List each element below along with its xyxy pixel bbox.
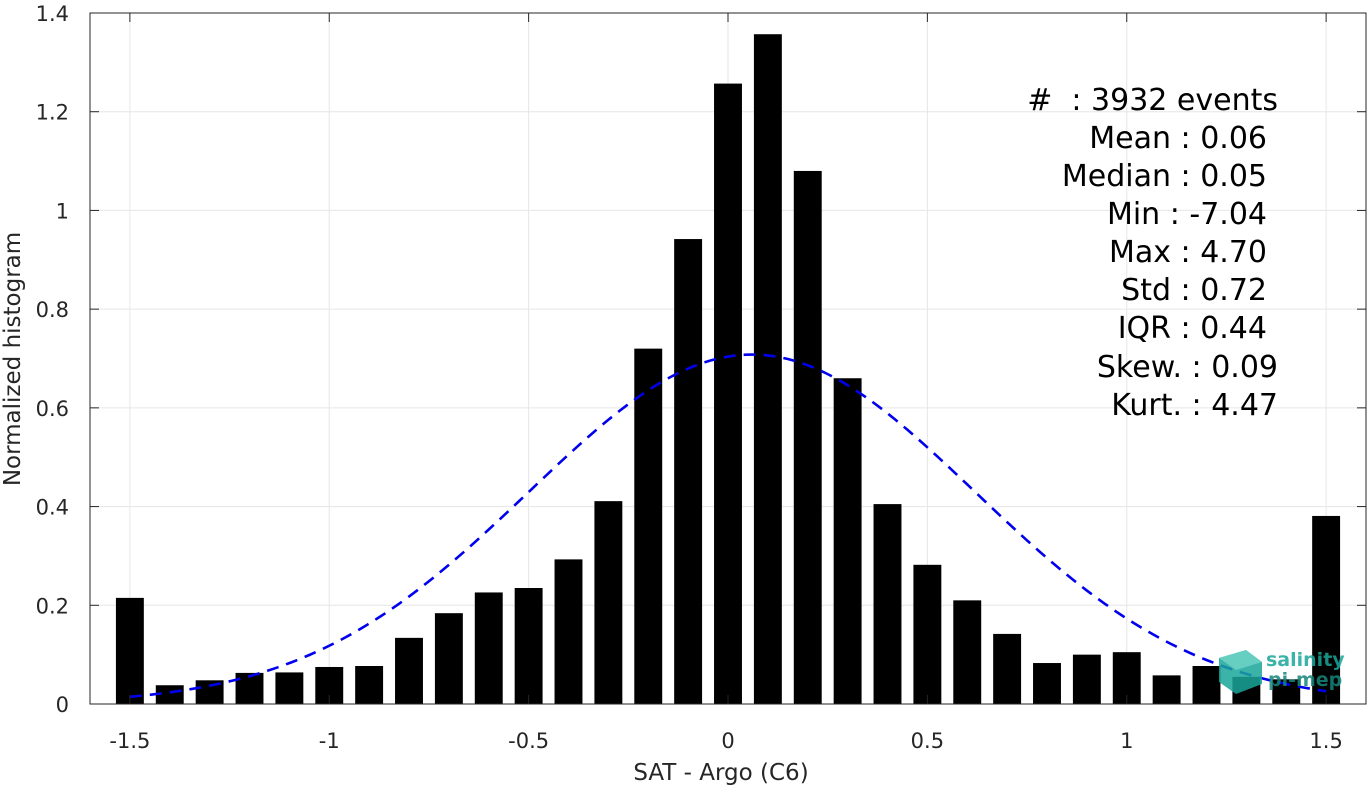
histogram-bar (355, 665, 384, 704)
logo-line1: salinity (1266, 649, 1345, 671)
tick-marks (90, 12, 1366, 705)
stats-box: # : 3932 events Mean : 0.06 Median : 0.0… (1027, 83, 1278, 423)
y-tick-label: 0.8 (36, 298, 69, 322)
stat-mean: Mean : 0.06 (1089, 121, 1267, 156)
x-tick-label: 0 (721, 729, 734, 753)
x-tick-label: 1.5 (1309, 729, 1342, 753)
stat-kurt: Kurt. : 4.47 (1111, 388, 1278, 423)
histogram-bar (514, 588, 543, 704)
histogram-bar (953, 600, 982, 704)
histogram-bar (674, 239, 703, 704)
histogram-bar (1152, 675, 1181, 704)
x-tick-label: 0.5 (911, 729, 944, 753)
x-tick-labels: -1.5 -1 -0.5 0 0.5 1 1.5 (109, 729, 1342, 753)
stat-median: Median : 0.05 (1062, 159, 1267, 194)
histogram-bar (634, 348, 663, 704)
x-tick-label: -0.5 (508, 729, 549, 753)
normal-fit-curve (129, 353, 1327, 699)
y-tick-label: 0.2 (36, 594, 69, 618)
histogram-bar (1192, 665, 1221, 704)
histogram-bar (873, 504, 902, 704)
y-tick-label: 0.6 (36, 397, 69, 421)
histogram-bar (195, 680, 224, 704)
stat-count: # : 3932 events (1027, 83, 1278, 118)
stat-min: Min : -7.04 (1107, 197, 1267, 232)
salinity-pi-mep-logo: salinity pi-mep (1219, 649, 1345, 694)
y-tick-label: 0 (56, 693, 69, 717)
histogram-bar (1033, 663, 1061, 704)
x-axis-label: SAT - Argo (C6) (633, 760, 808, 786)
stat-iqr: IQR : 0.44 (1118, 311, 1267, 346)
y-axis-label: Normalized histogram (0, 232, 26, 486)
histogram-bar (554, 559, 583, 704)
histogram-bar (395, 637, 423, 704)
histogram-bar (434, 613, 463, 704)
stat-max: Max : 4.70 (1109, 235, 1267, 270)
histogram-bar (913, 564, 942, 704)
stat-std: Std : 0.72 (1121, 273, 1267, 308)
histogram-bar (714, 83, 742, 705)
logo-line2: pi-mep (1268, 669, 1342, 691)
y-tick-label: 1.2 (36, 101, 69, 125)
histogram-bar (474, 592, 503, 704)
x-tick-label: -1 (319, 729, 340, 753)
y-tick-label: 1 (56, 199, 69, 223)
histogram-bar (793, 170, 822, 704)
stat-skew: Skew. : 0.09 (1097, 350, 1278, 385)
x-tick-label: 1 (1120, 729, 1133, 753)
logo-cube-face-icon (1219, 650, 1262, 670)
histogram-bar (235, 672, 264, 704)
bars (115, 34, 1341, 705)
histogram-bar (833, 378, 862, 704)
x-tick-label: -1.5 (109, 729, 150, 753)
histogram-bar (1072, 654, 1101, 704)
histogram-bar (753, 34, 782, 704)
histogram-bar (275, 672, 304, 704)
histogram-bar (993, 633, 1022, 704)
histogram-bar (155, 685, 184, 704)
histogram-bar (1312, 515, 1341, 704)
y-tick-labels: 0 0.2 0.4 0.6 0.8 1 1.2 1.4 (36, 2, 69, 717)
histogram-bar (594, 501, 623, 704)
y-tick-label: 0.4 (36, 496, 69, 520)
y-tick-label: 1.4 (36, 2, 69, 26)
histogram-bar (115, 597, 144, 704)
